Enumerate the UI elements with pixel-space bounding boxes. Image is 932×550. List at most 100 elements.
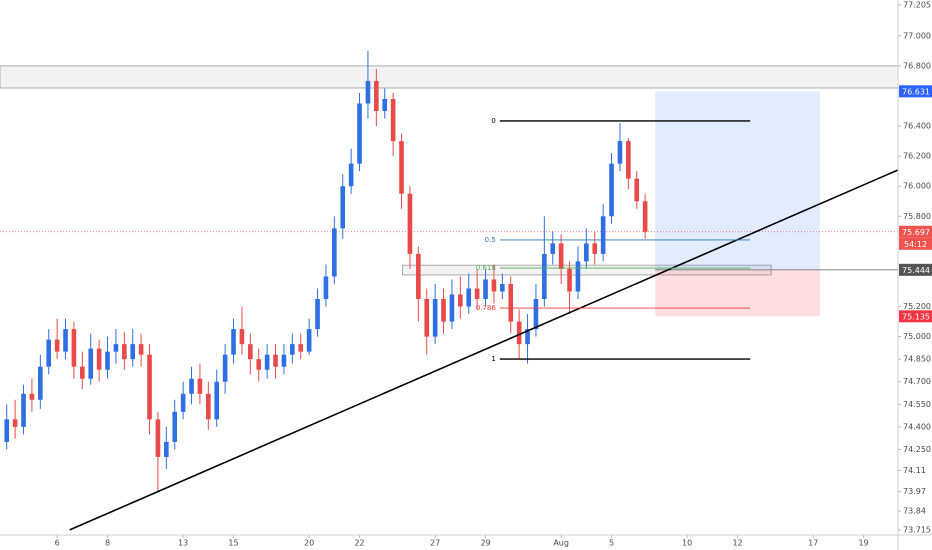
countdown-bg: [899, 237, 932, 250]
candle-body: [575, 261, 581, 292]
candle-body: [231, 329, 236, 355]
candle-body: [617, 141, 623, 164]
candle-body: [113, 344, 119, 352]
candle-body: [155, 419, 161, 457]
candle-body: [558, 243, 564, 269]
y-tick-label: 74.550: [903, 400, 931, 409]
y-tick-label: 74.11: [903, 466, 926, 475]
candle-body: [29, 393, 35, 400]
fib-level-label: 0: [491, 117, 495, 125]
y-tick-label: 75.200: [903, 302, 931, 311]
candle-body: [407, 193, 413, 254]
candle-body: [38, 366, 43, 400]
candle-body: [424, 299, 430, 337]
x-tick-label: 22: [354, 539, 364, 548]
y-tick-label: 77.000: [903, 31, 931, 40]
stop-price-label: 75.135: [902, 312, 930, 321]
y-tick-label: 74.400: [903, 422, 931, 431]
candle-body: [122, 344, 127, 360]
position-stop-area: [655, 269, 820, 317]
candle-body: [348, 163, 354, 187]
y-tick-label: 73.84: [903, 507, 926, 516]
candle-body: [164, 441, 169, 457]
candle-body: [634, 178, 640, 202]
candle-body: [180, 393, 186, 412]
candle-body: [374, 80, 379, 112]
candle-body: [516, 321, 522, 345]
x-tick-label: 29: [480, 539, 490, 548]
candle-body: [281, 354, 287, 367]
y-tick-label: 75.000: [903, 332, 931, 341]
x-tick-label: 13: [178, 539, 188, 548]
candle-body: [399, 141, 404, 194]
candle-body: [239, 329, 245, 345]
candle-body: [483, 279, 488, 300]
y-tick-label: 76.000: [903, 182, 931, 191]
candle-body: [248, 344, 253, 360]
candle-body: [474, 288, 480, 300]
candle-body: [88, 348, 94, 379]
candle-body: [290, 344, 295, 355]
candle-body: [357, 103, 362, 164]
candle-body: [508, 283, 514, 322]
x-tick-label: 27: [430, 539, 440, 548]
x-tick-label: 6: [55, 539, 60, 548]
candle-body: [105, 351, 110, 370]
fib-level-label: 0.786: [476, 304, 497, 312]
candle-body: [298, 344, 304, 352]
x-tick-label: 15: [228, 539, 238, 548]
candle-body: [323, 276, 329, 300]
candle-body: [584, 243, 589, 262]
stop-price-label-bg: [899, 310, 932, 323]
zone: [0, 65, 899, 89]
y-tick-label: 76.400: [903, 122, 931, 131]
candle-body: [222, 354, 228, 382]
x-tick-label: 10: [682, 539, 692, 548]
candle-body: [365, 80, 371, 104]
entry-price-label-bg: [899, 263, 932, 276]
y-tick-label: 76.200: [903, 152, 931, 161]
candle-body: [432, 299, 438, 337]
y-tick-label: 74.700: [903, 377, 931, 386]
fib-level-label: 0.618: [476, 264, 496, 272]
candle-body: [80, 366, 85, 379]
candle-body: [214, 381, 220, 420]
candle-body: [491, 279, 497, 292]
x-tick-label: 12: [732, 539, 742, 548]
target-price-label: 76.631: [902, 87, 930, 96]
candle-body: [206, 393, 211, 420]
candle-body: [147, 354, 152, 420]
y-tick-label: 76.800: [903, 61, 931, 70]
countdown: 54:12: [904, 240, 927, 249]
candle-body: [458, 294, 463, 307]
candle-body: [609, 163, 614, 217]
y-tick-label: 74.250: [903, 445, 931, 454]
y-tick-label: 73.97: [903, 487, 926, 496]
candle-body: [197, 378, 203, 394]
candle-body: [533, 299, 539, 330]
entry-price-label: 75.444: [902, 266, 930, 275]
position-target-area: [655, 91, 820, 270]
candle-body: [592, 243, 598, 254]
candle-body: [500, 283, 505, 292]
y-tick-label: 74.850: [903, 355, 931, 364]
candle-body: [12, 419, 18, 427]
candle-body: [332, 228, 337, 277]
candle-body: [46, 339, 52, 367]
candle-body: [416, 253, 421, 300]
x-tick-label: Aug: [553, 539, 569, 548]
y-tick-label: 77.205: [903, 0, 931, 9]
target-price-label-bg: [899, 85, 932, 98]
x-tick-label: 19: [858, 539, 868, 548]
candle-body: [256, 359, 262, 370]
candle-body: [340, 186, 346, 229]
candle-body: [525, 329, 530, 345]
trendline: [69, 169, 899, 531]
candle-body: [626, 141, 631, 179]
candle-body: [382, 98, 388, 112]
candle-body: [466, 288, 472, 307]
candle-body: [600, 216, 606, 254]
candle-body: [449, 294, 455, 322]
